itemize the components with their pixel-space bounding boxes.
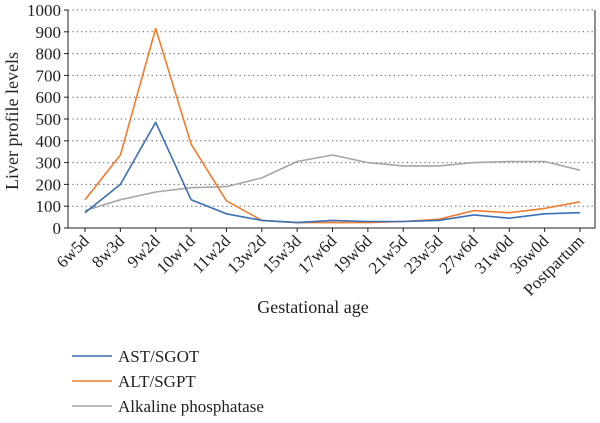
y-tick-label: 400 [36,132,62,151]
y-tick-label: 1000 [27,1,61,20]
x-tick-label: 31w0d [471,231,518,278]
x-tick-label: 13w2d [223,231,270,278]
y-tick-label: 600 [36,88,62,107]
y-tick-label: 800 [36,45,62,64]
x-tick-label: 15w3d [259,231,306,278]
legend: AST/SGOT ALT/SGPT Alkaline phosphatase [72,347,264,416]
x-tick-label: 23w5d [400,231,447,278]
legend-label: AST/SGOT [118,347,200,366]
legend-label: ALT/SGPT [118,372,196,391]
legend-entry: AST/SGOT [72,347,200,366]
x-tick-label: 11w2d [189,231,235,277]
y-tick-label: 500 [36,110,62,129]
plot-area-frame [67,10,596,229]
series-line-alkaline-phosphatase [84,154,581,212]
axes [67,10,596,229]
y-axis-title: Liver profile levels [2,52,22,190]
y-tick-label: 200 [36,175,62,194]
x-axis-title: Gestational age [257,297,368,317]
series-lines [84,27,581,224]
y-tick-label: 100 [36,197,62,216]
y-tick-label: 0 [53,219,62,238]
x-axis-tick-labels: 6w5d8w3d9w2d10w1d11w2d13w2d15w3d17w6d19w… [53,228,588,300]
legend-entry: Alkaline phosphatase [72,397,264,416]
gridlines [68,9,595,207]
series-line-alt-sgpt [84,27,581,224]
x-tick-label: 27w6d [436,231,483,278]
x-tick-label: 10w1d [153,231,200,278]
x-tick-label: 8w3d [88,231,129,272]
x-tick-label: 19w6d [330,231,377,278]
legend-entry: ALT/SGPT [72,372,196,391]
series-line-ast-sgot [84,121,581,224]
x-tick-label: 17w6d [294,231,341,278]
legend-label: Alkaline phosphatase [118,397,264,416]
y-tick-label: 300 [36,154,62,173]
y-axis-tick-labels: 0 100 200 300 400 500 600 700 800 900 1000 [27,1,68,238]
y-tick-label: 900 [36,23,62,42]
y-tick-label: 700 [36,66,62,85]
x-tick-label: 21w5d [365,231,412,278]
